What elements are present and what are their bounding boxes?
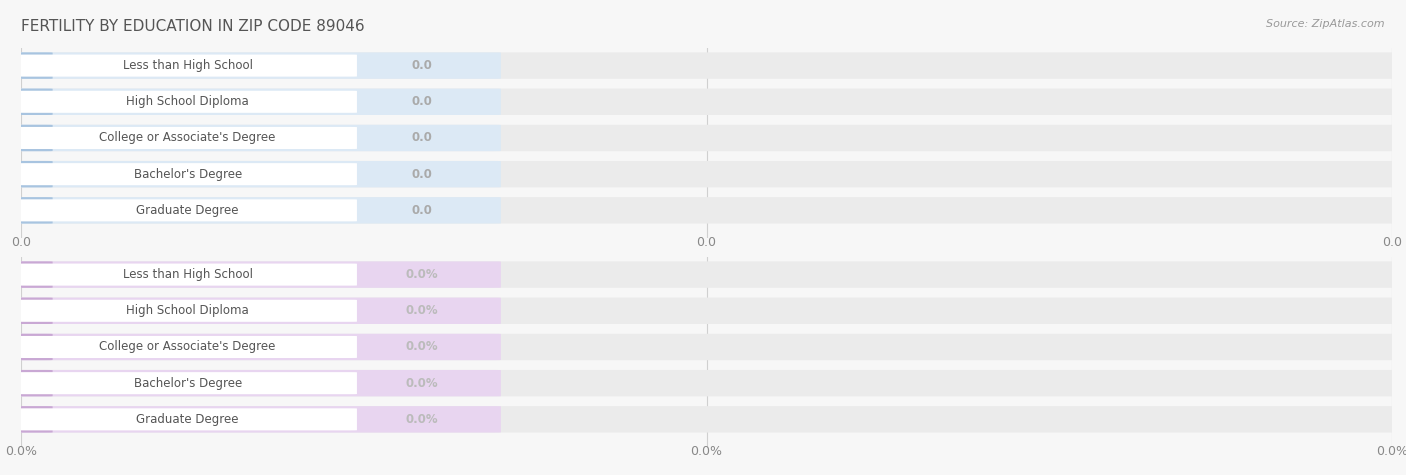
Text: 0.0: 0.0	[412, 59, 433, 72]
FancyBboxPatch shape	[14, 370, 501, 396]
FancyBboxPatch shape	[14, 197, 52, 224]
Text: 0.0: 0.0	[412, 95, 433, 108]
FancyBboxPatch shape	[14, 370, 1399, 396]
FancyBboxPatch shape	[14, 334, 501, 360]
Text: 0.0%: 0.0%	[690, 446, 723, 458]
FancyBboxPatch shape	[14, 370, 52, 396]
FancyBboxPatch shape	[14, 261, 52, 288]
Text: 0.0%: 0.0%	[406, 304, 439, 317]
FancyBboxPatch shape	[14, 161, 1399, 187]
Text: 0.0: 0.0	[11, 237, 31, 249]
FancyBboxPatch shape	[14, 334, 1399, 360]
FancyBboxPatch shape	[18, 300, 357, 322]
FancyBboxPatch shape	[14, 88, 52, 115]
Text: 0.0%: 0.0%	[1376, 446, 1406, 458]
FancyBboxPatch shape	[14, 197, 501, 224]
Text: Source: ZipAtlas.com: Source: ZipAtlas.com	[1267, 19, 1385, 29]
Text: 0.0: 0.0	[1382, 237, 1402, 249]
Text: 0.0%: 0.0%	[406, 377, 439, 389]
FancyBboxPatch shape	[18, 336, 357, 358]
FancyBboxPatch shape	[14, 88, 1399, 115]
FancyBboxPatch shape	[14, 161, 52, 187]
Text: Less than High School: Less than High School	[122, 59, 253, 72]
FancyBboxPatch shape	[18, 200, 357, 221]
FancyBboxPatch shape	[18, 55, 357, 76]
FancyBboxPatch shape	[14, 125, 52, 151]
FancyBboxPatch shape	[14, 52, 501, 79]
Text: 0.0%: 0.0%	[406, 268, 439, 281]
FancyBboxPatch shape	[14, 52, 1399, 79]
FancyBboxPatch shape	[14, 261, 501, 288]
FancyBboxPatch shape	[14, 297, 1399, 324]
Text: College or Associate's Degree: College or Associate's Degree	[100, 341, 276, 353]
Text: 0.0: 0.0	[412, 132, 433, 144]
FancyBboxPatch shape	[14, 197, 1399, 224]
FancyBboxPatch shape	[14, 406, 52, 433]
FancyBboxPatch shape	[18, 372, 357, 394]
Text: Bachelor's Degree: Bachelor's Degree	[134, 377, 242, 389]
Text: Graduate Degree: Graduate Degree	[136, 413, 239, 426]
Text: 0.0: 0.0	[696, 237, 717, 249]
Text: College or Associate's Degree: College or Associate's Degree	[100, 132, 276, 144]
Text: High School Diploma: High School Diploma	[127, 95, 249, 108]
FancyBboxPatch shape	[14, 297, 52, 324]
FancyBboxPatch shape	[18, 264, 357, 285]
FancyBboxPatch shape	[14, 297, 501, 324]
Text: 0.0%: 0.0%	[6, 446, 37, 458]
Text: FERTILITY BY EDUCATION IN ZIP CODE 89046: FERTILITY BY EDUCATION IN ZIP CODE 89046	[21, 19, 364, 34]
Text: Bachelor's Degree: Bachelor's Degree	[134, 168, 242, 180]
FancyBboxPatch shape	[14, 334, 52, 360]
FancyBboxPatch shape	[14, 125, 1399, 151]
Text: 0.0%: 0.0%	[406, 341, 439, 353]
FancyBboxPatch shape	[14, 406, 1399, 433]
FancyBboxPatch shape	[14, 406, 501, 433]
Text: 0.0%: 0.0%	[406, 413, 439, 426]
Text: High School Diploma: High School Diploma	[127, 304, 249, 317]
FancyBboxPatch shape	[14, 52, 52, 79]
FancyBboxPatch shape	[18, 91, 357, 113]
FancyBboxPatch shape	[14, 125, 501, 151]
Text: Less than High School: Less than High School	[122, 268, 253, 281]
FancyBboxPatch shape	[18, 127, 357, 149]
Text: 0.0: 0.0	[412, 204, 433, 217]
FancyBboxPatch shape	[18, 408, 357, 430]
FancyBboxPatch shape	[14, 88, 501, 115]
FancyBboxPatch shape	[14, 161, 501, 187]
Text: 0.0: 0.0	[412, 168, 433, 180]
Text: Graduate Degree: Graduate Degree	[136, 204, 239, 217]
FancyBboxPatch shape	[18, 163, 357, 185]
FancyBboxPatch shape	[14, 261, 1399, 288]
